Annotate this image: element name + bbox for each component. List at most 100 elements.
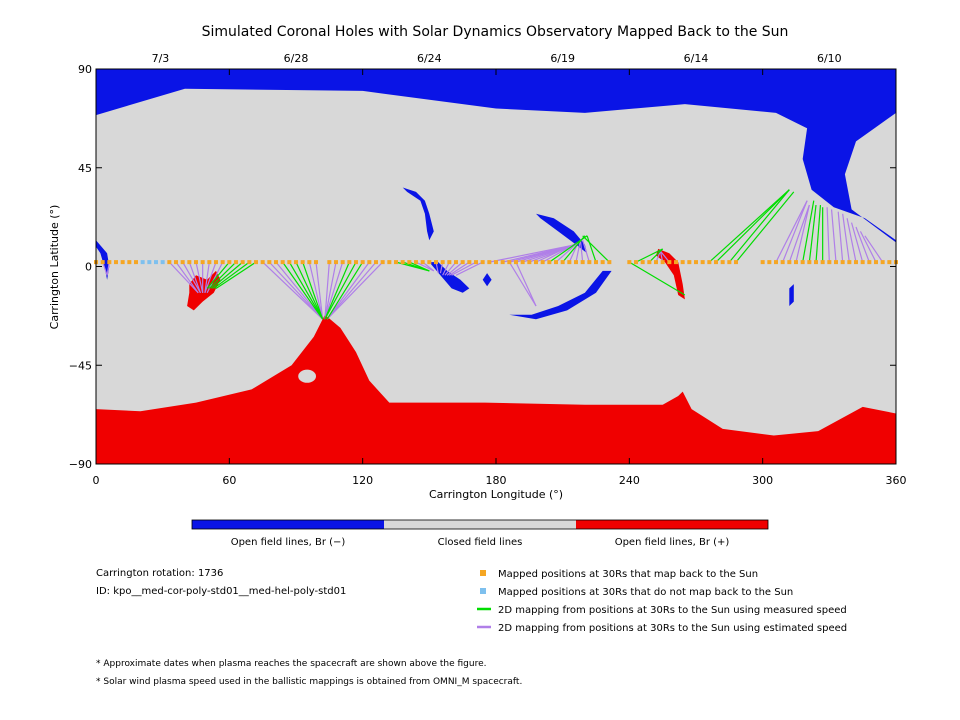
x-tick-label-0: 0 <box>93 474 100 487</box>
x-tick-label-6: 360 <box>886 474 907 487</box>
mapped-position-103 <box>847 260 852 265</box>
mapped-position-80 <box>674 260 678 265</box>
estimated-mapping-line-15 <box>315 262 324 320</box>
legend-measured-speed-label: 2D mapping from positions at 30Rs to the… <box>498 605 847 616</box>
mapped-position-93 <box>780 260 785 265</box>
estimated-mapping-line-26 <box>442 261 450 276</box>
colorbar-segment-0 <box>192 520 384 529</box>
mapped-position-76 <box>647 260 652 265</box>
mapped-position-99 <box>820 260 825 265</box>
mapped-position-46 <box>434 260 438 265</box>
mapped-position-15 <box>220 260 225 265</box>
estimated-mapping-line-57 <box>842 213 850 263</box>
estimated-mapping-line-0 <box>102 261 108 276</box>
mapped-position-19 <box>247 260 252 265</box>
colorbar-label-1: Closed field lines <box>438 537 523 548</box>
colorbar-segment-2 <box>576 520 768 529</box>
mapped-position-12 <box>200 260 205 265</box>
negative-coronal-hole-5 <box>96 240 110 280</box>
mapped-position-65 <box>560 260 565 265</box>
estimated-mapping-line-21 <box>326 261 384 320</box>
measured-mapping-line-17 <box>586 235 597 263</box>
measured-mapping-line-11 <box>326 261 364 320</box>
estimated-mapping-line-1 <box>106 262 110 276</box>
estimated-mapping-line-14 <box>308 261 324 320</box>
mapped-position-68 <box>580 260 585 265</box>
mapped-position-72 <box>607 260 612 265</box>
mapped-position-60 <box>527 260 532 265</box>
y-tick-label-1: 45 <box>78 162 92 175</box>
mapped-position-7 <box>167 260 172 265</box>
estimated-mapping-line-51 <box>782 200 808 263</box>
mapped-position-53 <box>480 260 485 265</box>
legend-maps-back-marker <box>480 570 486 576</box>
mapped-position-10 <box>187 260 192 265</box>
date-ticks: 7/3 6/28 6/24 6/19 6/14 6/10 <box>152 52 842 65</box>
colorbar-label-2: Open field lines, Br (+) <box>615 537 730 548</box>
estimated-mapping-line-44 <box>582 239 590 263</box>
positive-coronal-hole-9 <box>187 270 221 311</box>
mapped-position-87 <box>720 260 725 265</box>
mapped-position-105 <box>860 260 865 265</box>
x-tick-label-4: 240 <box>619 474 640 487</box>
mapped-position-17 <box>234 260 238 265</box>
mapped-position-43 <box>414 260 418 265</box>
model-id: ID: kpo__med-cor-poly-std01__med-hel-pol… <box>96 586 346 597</box>
mapped-position-42 <box>407 260 412 265</box>
mapped-position-24 <box>280 260 285 265</box>
colorbar-frame <box>191 519 769 530</box>
x-tick-label-1: 60 <box>222 474 236 487</box>
mapped-position-62 <box>540 260 545 265</box>
y-axis-label: Carrington Latitude (°) <box>48 205 61 330</box>
estimated-mapping-line-28 <box>446 261 464 276</box>
mapped-position-30 <box>327 260 332 265</box>
mapped-position-40 <box>394 260 398 265</box>
estimated-mapping-line-46 <box>515 261 537 307</box>
chart-title: Simulated Coronal Holes with Solar Dynam… <box>202 24 789 40</box>
mapped-position-45 <box>427 260 432 265</box>
mapped-position-55 <box>494 260 498 265</box>
mapped-position-69 <box>587 260 592 265</box>
mapped-position-97 <box>807 260 812 265</box>
estimated-mapping-line-55 <box>830 209 837 263</box>
estimated-mapping-line-27 <box>444 261 457 276</box>
legend-estimated-speed-label: 2D mapping from positions at 30Rs to the… <box>498 623 847 634</box>
estimated-mapping-line-5 <box>188 261 202 294</box>
mapped-position-33 <box>347 260 352 265</box>
estimated-mapping-line-61 <box>859 231 877 263</box>
estimated-mapping-line-31 <box>455 261 483 276</box>
mapped-position-25 <box>287 260 292 265</box>
carrington-rotation: Carrington rotation: 1736 <box>96 568 223 579</box>
date-tick-4: 6/14 <box>684 52 709 65</box>
mapped-position-16 <box>227 260 232 265</box>
footnotes: * Approximate dates when plasma reaches … <box>96 659 522 687</box>
unmapped-position-1 <box>147 260 152 265</box>
y-tick-label-4: −90 <box>69 458 92 471</box>
estimated-mapping-line-43 <box>579 240 584 263</box>
estimated-mapping-line-13 <box>275 261 324 320</box>
mapped-position-28 <box>307 260 312 265</box>
measured-mapping-line-7 <box>295 261 324 320</box>
mapped-position-107 <box>874 260 878 265</box>
mapped-position-20 <box>254 260 258 265</box>
estimated-mapping-line-18 <box>324 261 344 320</box>
date-tick-3: 6/19 <box>550 52 575 65</box>
x-tick-label-3: 180 <box>486 474 507 487</box>
mapped-position-6 <box>134 260 138 265</box>
mapped-position-23 <box>274 260 278 265</box>
mapped-position-82 <box>687 260 692 265</box>
positive-coronal-hole-10 <box>656 248 685 300</box>
mapped-position-14 <box>214 260 218 265</box>
estimated-mapping-line-62 <box>864 235 884 263</box>
date-tick-2: 6/24 <box>417 52 442 65</box>
x-tick-label-5: 300 <box>752 474 773 487</box>
date-tick-5: 6/10 <box>817 52 842 65</box>
y-tick-label-0: 90 <box>78 63 92 76</box>
note-dates: * Approximate dates when plasma reaches … <box>96 659 487 669</box>
legend: Mapped positions at 30Rs that map back t… <box>477 569 847 634</box>
mapped-position-38 <box>380 260 385 265</box>
unmapped-position-0 <box>140 260 145 265</box>
mapped-position-66 <box>567 260 572 265</box>
mapped-position-85 <box>707 260 712 265</box>
